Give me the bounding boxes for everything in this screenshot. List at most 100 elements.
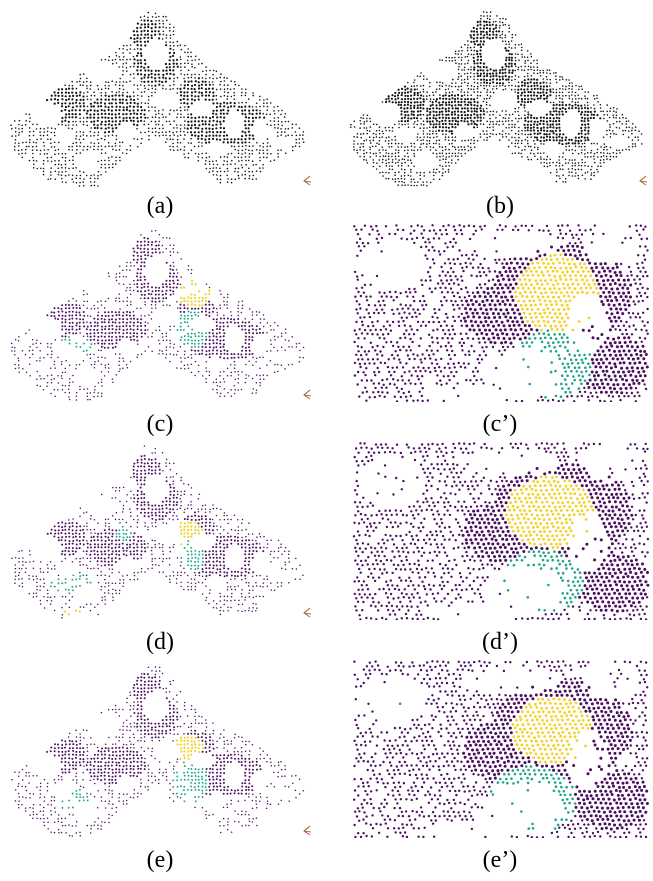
point	[190, 98, 194, 101]
point	[453, 113, 457, 116]
point	[208, 315, 211, 317]
point	[385, 165, 388, 167]
point	[158, 251, 161, 254]
point	[362, 117, 365, 120]
point	[198, 91, 201, 94]
point	[480, 30, 483, 33]
point	[601, 266, 605, 270]
point	[60, 164, 63, 166]
point	[53, 102, 56, 105]
point	[244, 131, 247, 134]
point	[173, 244, 175, 247]
point	[529, 81, 532, 84]
point	[375, 224, 378, 228]
point	[90, 105, 93, 108]
point	[483, 98, 486, 100]
point	[208, 138, 211, 141]
point	[496, 286, 500, 290]
point	[121, 98, 124, 101]
point	[511, 142, 513, 144]
point	[457, 100, 460, 104]
point	[549, 101, 552, 104]
point	[585, 279, 589, 282]
point	[136, 127, 138, 130]
point	[110, 339, 113, 342]
point	[190, 120, 193, 123]
point	[439, 229, 442, 232]
point	[590, 156, 592, 158]
point	[467, 101, 470, 104]
point	[445, 97, 448, 100]
point	[93, 363, 96, 366]
point	[603, 269, 606, 273]
point	[75, 135, 78, 137]
point	[403, 104, 406, 107]
point	[147, 106, 150, 108]
point	[536, 91, 540, 94]
point	[521, 46, 523, 49]
point	[603, 148, 605, 151]
point	[219, 321, 222, 324]
point	[549, 266, 553, 269]
point	[241, 356, 244, 359]
point	[238, 160, 240, 162]
point	[71, 314, 74, 317]
point	[140, 353, 143, 355]
point	[489, 294, 493, 298]
point	[584, 106, 587, 109]
point	[532, 126, 535, 129]
point	[247, 120, 250, 123]
point	[457, 103, 460, 106]
point	[461, 148, 463, 151]
point	[119, 156, 121, 159]
point	[356, 254, 359, 257]
point	[190, 314, 193, 317]
point	[251, 324, 254, 327]
point	[108, 275, 110, 277]
point	[559, 177, 561, 180]
point	[558, 135, 561, 138]
point	[219, 138, 222, 141]
point	[233, 80, 236, 83]
point	[460, 91, 462, 93]
point	[589, 274, 593, 278]
point	[121, 141, 124, 144]
point	[212, 167, 215, 169]
point	[100, 152, 103, 155]
point	[628, 225, 631, 228]
point	[539, 122, 542, 125]
point	[263, 116, 266, 119]
point	[201, 77, 204, 79]
point	[205, 300, 208, 303]
point	[546, 100, 549, 103]
point	[162, 33, 165, 36]
point	[450, 101, 453, 104]
point	[53, 378, 55, 380]
point	[126, 261, 128, 264]
point	[378, 159, 381, 161]
point	[571, 94, 573, 96]
point	[495, 24, 498, 27]
point	[219, 339, 222, 342]
point	[151, 350, 153, 352]
point	[545, 85, 549, 88]
point	[593, 94, 595, 97]
point	[248, 325, 251, 328]
point	[147, 36, 150, 39]
point	[568, 145, 571, 147]
point	[104, 159, 106, 162]
point	[119, 101, 122, 104]
point	[64, 303, 67, 306]
point	[118, 357, 121, 359]
point	[479, 109, 482, 113]
point	[208, 134, 211, 137]
point	[492, 69, 495, 72]
point	[104, 315, 107, 317]
point	[492, 74, 495, 78]
point	[508, 62, 511, 65]
point	[571, 257, 574, 261]
point	[425, 245, 428, 248]
point	[57, 94, 60, 97]
point	[536, 261, 540, 265]
point	[129, 360, 132, 363]
